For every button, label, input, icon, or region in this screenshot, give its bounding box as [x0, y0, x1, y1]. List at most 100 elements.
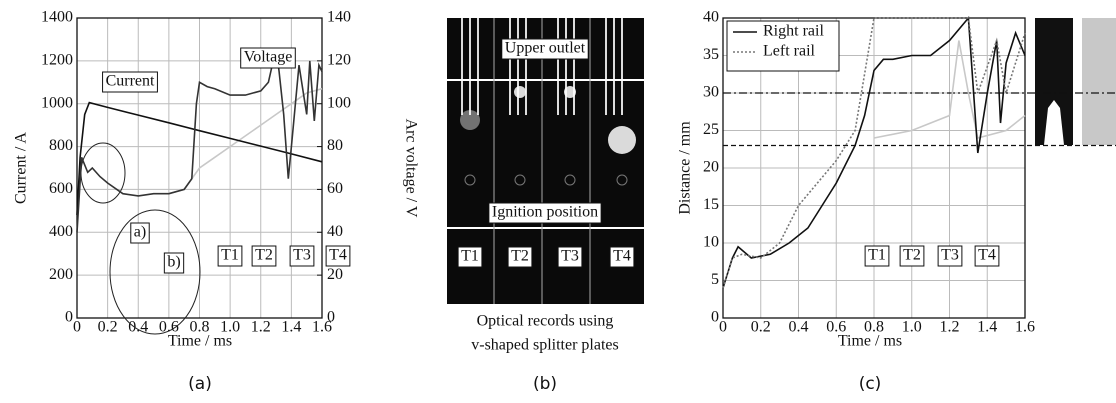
y2-tick-label: 20 — [327, 266, 343, 283]
annotation: T4 — [329, 247, 347, 264]
record-label-box — [557, 246, 583, 268]
annotation-box — [937, 245, 963, 267]
plot-frame — [76, 17, 323, 319]
v-plate — [1044, 100, 1064, 145]
x-tick-label: 1.2 — [251, 319, 271, 336]
y-tick-label: 800 — [49, 137, 73, 154]
annotation: T1 — [868, 247, 886, 264]
frame-separators — [493, 18, 591, 304]
x-tick-label: 1.2 — [940, 319, 960, 336]
y2-tick-label: 60 — [327, 180, 343, 197]
x-tick-label: 0.6 — [826, 319, 846, 336]
series-line — [873, 40, 1026, 139]
panel-caption: (c) — [859, 374, 882, 394]
annotation-box — [251, 245, 277, 267]
y-tick-label: 0 — [65, 309, 73, 326]
annotation: T2 — [903, 247, 921, 264]
x-tick-label: 1.0 — [220, 319, 240, 336]
y-tick-label: 5 — [711, 271, 719, 288]
y-tick-label: 35 — [703, 46, 719, 63]
record-label: Ignition position — [492, 204, 598, 221]
y-tick-label: 0 — [711, 309, 719, 326]
highlight — [109, 209, 201, 335]
x-tick-label: 0 — [73, 319, 81, 336]
record-label: T4 — [613, 248, 631, 265]
x-tick-label: 1.4 — [977, 319, 997, 336]
record-label-box — [501, 38, 589, 60]
arc-glow — [460, 86, 636, 154]
annotation-box — [899, 245, 925, 267]
y-tick-label: 40 — [703, 9, 719, 26]
series-line — [76, 47, 323, 233]
splitter-plates — [461, 18, 623, 115]
y2-axis-label: Arc voltage / V — [402, 119, 419, 218]
x-axis-label: Time / ms — [838, 333, 902, 350]
x-tick-label: 0.4 — [128, 319, 148, 336]
panel-c-inset — [1035, 18, 1116, 145]
legend-label: Right rail — [763, 23, 824, 40]
annotation-box — [240, 47, 296, 69]
y-tick-label: 10 — [703, 234, 719, 251]
annotation-box — [130, 222, 150, 244]
annotation: a) — [134, 224, 146, 241]
y-tick-label: 1200 — [41, 52, 73, 69]
annotation: T3 — [293, 247, 311, 264]
annotation-box — [974, 245, 1000, 267]
record-label: T1 — [461, 248, 479, 265]
record-label: T2 — [511, 248, 529, 265]
panel-caption: (b) — [533, 374, 557, 394]
y2-tick-label: 40 — [327, 223, 343, 240]
x-tick-label: 0.8 — [190, 319, 210, 336]
annotation: T2 — [255, 247, 273, 264]
annotation: T3 — [941, 247, 959, 264]
annotation-box — [864, 245, 890, 267]
annotation-box — [163, 252, 185, 274]
panel-caption: (a) — [188, 374, 212, 394]
series-line — [722, 17, 1026, 289]
legend-box — [726, 20, 840, 72]
record-label: T3 — [561, 248, 579, 265]
x-tick-label: 1.6 — [312, 319, 332, 336]
x-tick-label: 1.6 — [1015, 319, 1035, 336]
y-axis-label: Distance / mm — [677, 121, 694, 215]
x-tick-label: 0.6 — [159, 319, 179, 336]
rail-image — [1082, 18, 1116, 145]
annotation-box — [217, 245, 243, 267]
annotation: Voltage — [244, 49, 293, 66]
ignition-marks — [464, 174, 628, 186]
y-tick-label: 30 — [703, 84, 719, 101]
y2-tick-label: 0 — [327, 309, 335, 326]
y2-tick-label: 120 — [327, 52, 351, 69]
y-tick-label: 600 — [49, 180, 73, 197]
x-axis-label: Time / ms — [168, 333, 232, 350]
y-tick-label: 20 — [703, 159, 719, 176]
y-tick-label: 400 — [49, 223, 73, 240]
legend-label: Left rail — [763, 43, 816, 60]
annotation: T1 — [221, 247, 239, 264]
annotation: b) — [167, 254, 180, 271]
annotation: T4 — [978, 247, 996, 264]
annotation-box — [325, 245, 351, 267]
y2-tick-label: 80 — [327, 137, 343, 154]
plot-frame — [722, 17, 1026, 319]
series-line — [76, 101, 323, 216]
x-tick-label: 1.0 — [902, 319, 922, 336]
x-tick-label: 1.4 — [281, 319, 301, 336]
record-label-box — [457, 246, 483, 268]
y2-tick-label: 140 — [327, 9, 351, 26]
x-tick-label: 0.2 — [98, 319, 118, 336]
record-label-box — [488, 202, 602, 224]
y2-tick-label: 100 — [327, 94, 351, 111]
y-axis-label: Current / A — [13, 132, 30, 204]
record-label-box — [507, 246, 533, 268]
y-tick-label: 15 — [703, 196, 719, 213]
record-label: Upper outlet — [505, 40, 586, 57]
record-label-box — [609, 246, 635, 268]
x-tick-label: 0.2 — [751, 319, 771, 336]
x-tick-label: 0 — [719, 319, 727, 336]
x-tick-label: 0.8 — [864, 319, 884, 336]
y-tick-label: 25 — [703, 121, 719, 138]
y-tick-label: 200 — [49, 266, 73, 283]
panel-description: v-shaped splitter plates — [471, 337, 619, 354]
